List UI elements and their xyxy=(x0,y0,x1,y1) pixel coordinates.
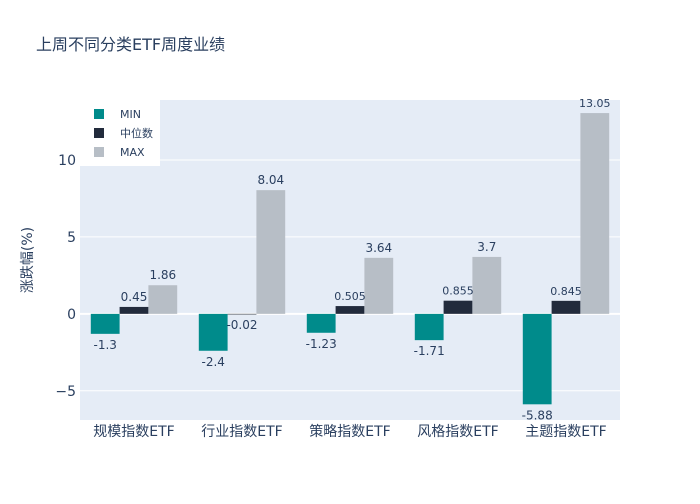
data-label: 3.64 xyxy=(365,241,392,255)
legend-swatch[interactable] xyxy=(94,128,104,138)
legend-label[interactable]: MAX xyxy=(120,146,145,159)
bars xyxy=(90,113,610,405)
bar-中位数[interactable] xyxy=(335,306,365,314)
y-axis-title: 涨跌幅(%) xyxy=(20,227,36,293)
y-tick-label: 10 xyxy=(58,153,76,169)
bar-MIN[interactable] xyxy=(306,313,336,333)
bar-中位数[interactable] xyxy=(119,306,149,314)
data-label: 8.04 xyxy=(257,173,284,187)
data-label: -0.02 xyxy=(226,318,257,332)
x-tick-label: 策略指数ETF xyxy=(309,423,390,440)
bar-MAX[interactable] xyxy=(364,257,394,314)
legend[interactable]: MIN 中位数 MAX xyxy=(80,100,160,166)
x-tick-label: 规模指数ETF xyxy=(93,424,174,440)
legend-label[interactable]: MIN xyxy=(120,108,141,121)
data-label: -1.3 xyxy=(93,338,116,352)
data-label: 13.05 xyxy=(579,97,611,110)
legend-box xyxy=(80,100,160,166)
bar-MIN[interactable] xyxy=(198,313,228,351)
bar-MIN[interactable] xyxy=(522,313,552,405)
bar-MAX[interactable] xyxy=(148,285,178,314)
data-labels: -1.3 0.451.86 -2.4 -0.02 8.04 -1.23 0.505 3.64 -… xyxy=(93,97,610,422)
bar-中位数[interactable] xyxy=(443,300,473,314)
bar-MAX[interactable] xyxy=(472,256,502,314)
axes: −5 0 5 10 规模指数ETF 行业指数ETF 策略指数ETF 风格指数ETF 主题指数ET… xyxy=(55,153,606,440)
chart-title: 上周不同分类ETF周度业绩 xyxy=(36,35,225,54)
data-label: 0.505 xyxy=(334,290,366,303)
bar-MAX[interactable] xyxy=(256,190,286,314)
y-tick-label: 5 xyxy=(67,230,76,246)
y-tick-label: 0 xyxy=(67,307,76,323)
bar-中位数[interactable] xyxy=(551,300,581,314)
data-label: 0.845 xyxy=(550,285,582,298)
data-label: 0.855 xyxy=(442,285,474,298)
data-label: 0.45 xyxy=(121,290,148,304)
data-label: -5.88 xyxy=(522,408,553,422)
bar-中位数[interactable] xyxy=(227,313,257,315)
data-label: 1.86 xyxy=(149,268,176,282)
bar-MIN[interactable] xyxy=(414,313,444,341)
legend-label[interactable]: 中位数 xyxy=(120,126,153,140)
legend-swatch[interactable] xyxy=(94,109,104,119)
y-tick-label: −5 xyxy=(55,384,76,400)
bar-MAX[interactable] xyxy=(580,113,610,314)
data-label: 3.7 xyxy=(477,240,496,254)
x-tick-label: 风格指数ETF xyxy=(417,424,498,440)
x-tick-label: 行业指数ETF xyxy=(201,424,282,440)
x-tick-label: 主题指数ETF xyxy=(525,424,606,440)
data-label: -1.23 xyxy=(306,337,337,351)
data-label: -1.71 xyxy=(414,344,445,358)
bar-MIN[interactable] xyxy=(90,313,120,334)
data-label: -2.4 xyxy=(201,355,224,369)
legend-swatch[interactable] xyxy=(94,147,104,157)
